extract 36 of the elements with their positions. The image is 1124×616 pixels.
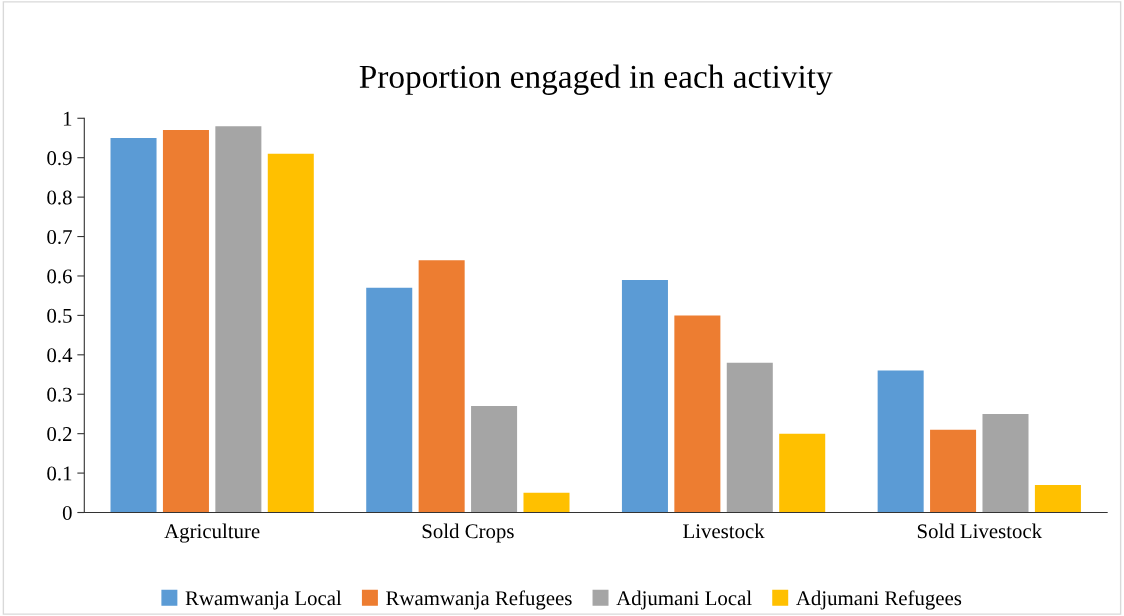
bar: [877, 370, 924, 513]
y-tick-label: 0.1: [47, 466, 72, 481]
bar: [110, 137, 157, 513]
legend-label: Adjumani Local: [616, 590, 752, 610]
y-tick-label: 0.7: [47, 229, 72, 245]
x-tick-label: Sold Livestock: [917, 523, 1043, 539]
bar: [930, 429, 977, 513]
y-tick-label: 0.2: [47, 427, 72, 442]
x-tick-label: Livestock: [683, 523, 765, 539]
bar: [471, 406, 518, 513]
y-tick-label: 0: [62, 505, 72, 520]
bar: [215, 126, 262, 513]
bar: [779, 433, 826, 513]
bar: [1034, 484, 1081, 513]
chart-title: Proportion engaged in each activity: [359, 64, 833, 95]
bar: [523, 492, 570, 513]
bar: [418, 260, 465, 513]
bar: [267, 153, 314, 513]
bar: [621, 279, 668, 513]
legend-label: Rwamwanja Local: [185, 590, 342, 610]
y-tick-label: 1: [63, 111, 72, 126]
legend-label: Rwamwanja Refugees: [386, 590, 572, 610]
bar: [366, 287, 413, 513]
bar: [726, 362, 773, 513]
y-tick-label: 0.6: [47, 269, 72, 284]
bar: [162, 130, 209, 513]
y-tick-label: 0.9: [47, 151, 72, 166]
y-tick-label: 0.4: [47, 348, 73, 363]
y-tick-label: 0.5: [47, 308, 72, 323]
y-tick-label: 0.3: [47, 387, 72, 402]
x-tick-label: Agriculture: [164, 523, 260, 543]
bar: [982, 413, 1029, 513]
bar: [674, 315, 721, 513]
y-tick-label: 0.8: [47, 190, 72, 205]
x-tick-label: Sold Crops: [422, 523, 514, 543]
legend-label: Adjumani Refugees: [796, 590, 962, 610]
